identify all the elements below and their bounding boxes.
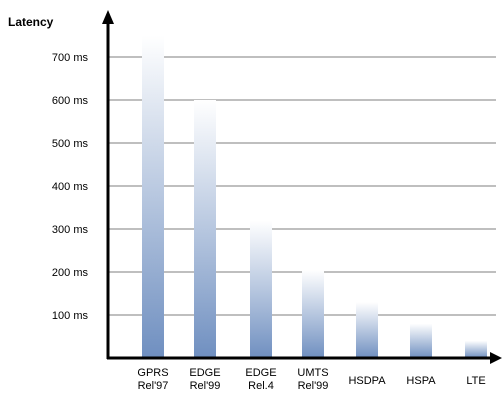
bar-umts-rel-99	[302, 269, 324, 358]
x-tick-label-1-0: EDGE	[189, 367, 220, 379]
y-tick-label-400: 400 ms	[52, 181, 89, 193]
y-tick-label-700: 700 ms	[52, 52, 89, 64]
bar-edge-rel-4	[250, 220, 272, 358]
y-tick-label-600: 600 ms	[52, 95, 89, 107]
bar-lte	[465, 340, 487, 358]
x-tick-label-0-0: GPRS	[137, 367, 168, 379]
bar-hsdpa	[356, 302, 378, 358]
y-axis-arrow	[102, 10, 114, 24]
x-tick-label-4-0: HSDPA	[348, 375, 386, 387]
y-tick-label-200: 200 ms	[52, 267, 89, 279]
x-tick-label-3-0: UMTS	[297, 367, 328, 379]
x-tick-label-3-1: Rel'99	[298, 380, 329, 392]
bar-edge-rel-99	[194, 100, 216, 358]
y-tick-label-300: 300 ms	[52, 224, 89, 236]
x-tick-label-0-1: Rel'97	[138, 380, 169, 392]
y-axis-label: Latency	[8, 15, 54, 29]
bar-hspa	[410, 323, 432, 358]
x-axis-arrow	[490, 352, 502, 364]
x-tick-label-1-1: Rel'99	[190, 380, 221, 392]
x-tick-label-5-0: HSPA	[406, 375, 436, 387]
x-tick-label-2-1: Rel.4	[248, 380, 274, 392]
x-tick-label-2-0: EDGE	[245, 367, 276, 379]
bar-gprs-rel-97	[142, 35, 164, 358]
y-tick-label-500: 500 ms	[52, 138, 89, 150]
y-tick-label-100: 100 ms	[52, 310, 89, 322]
x-tick-label-6-0: LTE	[466, 375, 485, 387]
